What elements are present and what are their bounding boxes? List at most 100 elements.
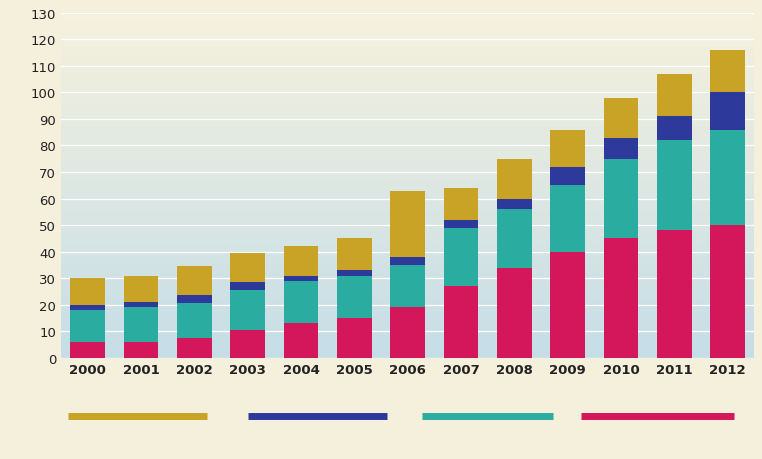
Bar xyxy=(61,205,754,207)
Bar xyxy=(61,255,754,256)
Bar xyxy=(710,51,745,93)
Bar xyxy=(61,143,754,145)
Bar xyxy=(123,308,158,342)
Bar xyxy=(61,62,754,63)
Bar xyxy=(61,343,754,344)
Bar xyxy=(61,354,754,356)
Bar xyxy=(61,179,754,180)
Bar xyxy=(61,271,754,272)
Bar xyxy=(61,196,754,197)
Bar xyxy=(177,267,212,296)
Bar xyxy=(61,55,754,56)
Bar xyxy=(61,223,754,224)
Bar xyxy=(61,129,754,131)
Bar xyxy=(61,189,754,190)
Bar xyxy=(61,229,754,230)
Bar xyxy=(61,184,754,185)
Bar xyxy=(337,239,372,271)
Bar xyxy=(61,324,754,325)
Bar xyxy=(61,109,754,110)
Bar xyxy=(61,294,754,295)
Bar xyxy=(61,118,754,119)
Bar xyxy=(61,250,754,251)
Bar xyxy=(61,60,754,61)
Bar xyxy=(70,310,105,342)
Bar xyxy=(61,344,754,346)
Bar xyxy=(61,18,754,19)
Bar xyxy=(550,130,585,168)
Bar xyxy=(61,346,754,347)
Bar xyxy=(61,350,754,351)
Bar xyxy=(61,40,754,41)
Bar xyxy=(61,150,754,151)
Bar xyxy=(283,281,319,324)
Bar xyxy=(61,316,754,317)
Bar xyxy=(283,324,319,358)
Bar xyxy=(61,211,754,212)
Bar xyxy=(61,42,754,44)
Bar xyxy=(61,207,754,209)
Bar xyxy=(61,198,754,200)
Bar xyxy=(61,46,754,47)
Bar xyxy=(390,308,425,358)
Bar xyxy=(61,122,754,123)
Bar xyxy=(61,336,754,337)
Bar xyxy=(230,330,265,358)
Bar xyxy=(61,92,754,93)
Bar xyxy=(61,218,754,219)
Bar xyxy=(61,115,754,116)
Bar xyxy=(61,200,754,201)
Bar xyxy=(61,163,754,164)
Bar xyxy=(230,253,265,283)
Bar xyxy=(61,26,754,28)
Bar xyxy=(61,32,754,33)
Bar xyxy=(61,238,754,239)
Bar xyxy=(61,126,754,127)
Bar xyxy=(61,141,754,142)
Bar xyxy=(61,314,754,316)
Bar xyxy=(70,279,105,305)
Bar xyxy=(61,182,754,184)
Bar xyxy=(61,322,754,324)
Bar xyxy=(61,106,754,108)
Bar xyxy=(61,185,754,186)
Bar xyxy=(123,342,158,358)
Bar xyxy=(61,120,754,122)
Bar xyxy=(61,172,754,173)
Bar xyxy=(61,94,754,95)
Bar xyxy=(61,136,754,138)
Bar xyxy=(61,65,754,67)
Bar xyxy=(61,72,754,73)
Bar xyxy=(61,263,754,264)
Bar xyxy=(61,243,754,244)
Bar xyxy=(61,142,754,143)
Bar xyxy=(61,291,754,293)
Bar xyxy=(61,34,754,35)
Bar xyxy=(61,197,754,198)
Bar xyxy=(61,101,754,102)
Bar xyxy=(61,175,754,177)
Bar xyxy=(61,249,754,250)
Bar xyxy=(61,328,754,330)
Bar xyxy=(61,67,754,69)
Bar xyxy=(61,31,754,32)
Bar xyxy=(70,305,105,310)
Bar xyxy=(61,166,754,168)
Bar xyxy=(61,339,754,340)
Bar xyxy=(61,213,754,214)
Bar xyxy=(61,280,754,281)
Bar xyxy=(604,138,639,159)
Bar xyxy=(70,342,105,358)
Bar xyxy=(61,180,754,181)
Bar xyxy=(61,125,754,126)
Bar xyxy=(61,203,754,204)
Bar xyxy=(390,191,425,257)
Bar xyxy=(61,24,754,25)
Bar xyxy=(61,95,754,96)
Bar xyxy=(61,334,754,335)
Bar xyxy=(497,210,532,268)
Bar xyxy=(61,349,754,350)
Bar xyxy=(61,119,754,120)
Bar xyxy=(390,265,425,308)
Bar xyxy=(61,159,754,161)
